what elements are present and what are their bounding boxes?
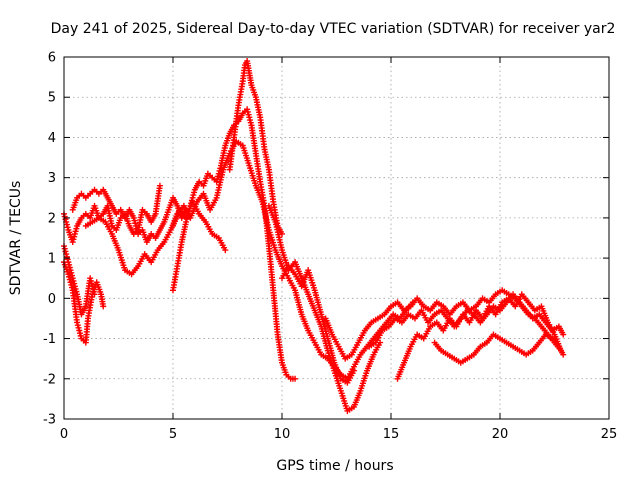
- data-point-marker: [292, 375, 299, 382]
- series-arc-2: [61, 243, 98, 318]
- y-tick-label: 0: [48, 292, 56, 307]
- y-axis-label: SDTVAR / TECUs: [8, 181, 24, 296]
- y-tick-label: 2: [48, 211, 56, 226]
- data-point-marker: [560, 331, 567, 338]
- data-point-marker: [91, 291, 98, 298]
- data-point-marker: [156, 182, 163, 189]
- series-arc-14: [170, 198, 229, 254]
- series-group: [61, 58, 567, 414]
- x-tick-label: 5: [169, 427, 177, 442]
- x-tick-label: 25: [601, 427, 618, 442]
- data-point-marker: [100, 303, 107, 310]
- series-arc-12: [394, 291, 565, 382]
- x-tick-label: 0: [60, 427, 68, 442]
- y-tick-label: 3: [48, 171, 56, 186]
- y-tick-labels: -3 -2 -1 0 1 2 3 4 5 6: [43, 51, 56, 428]
- x-axis-label: GPS time / hours: [276, 458, 393, 474]
- data-point-marker: [560, 351, 567, 358]
- data-point-marker: [222, 247, 229, 254]
- y-tick-label: -3: [43, 413, 56, 428]
- series-arc-13: [431, 331, 567, 366]
- axis-ticks: [63, 56, 610, 420]
- data-point-marker: [279, 230, 285, 237]
- y-tick-label: 4: [48, 131, 56, 146]
- x-tick-label: 10: [274, 427, 291, 442]
- x-tick-label: 15: [383, 427, 400, 442]
- series-arc-5: [82, 138, 416, 382]
- series-arc-1: [61, 259, 107, 346]
- series-line: [85, 140, 414, 380]
- y-tick-label: 1: [48, 252, 56, 267]
- plot-frame: [63, 56, 610, 420]
- y-tick-label: 6: [48, 51, 56, 66]
- x-tick-label: 20: [492, 427, 509, 442]
- y-tick-label: -2: [43, 372, 56, 387]
- y-tick-label: 5: [48, 91, 56, 106]
- x-tick-labels: 0 5 10 15 20 25: [60, 427, 617, 442]
- series-arc-9: [279, 263, 357, 386]
- chart-title: Day 241 of 2025, Sidereal Day-to-day VTE…: [51, 21, 616, 37]
- series-arc-3: [61, 182, 163, 246]
- y-tick-label: -1: [43, 332, 56, 347]
- data-point-marker: [350, 367, 357, 374]
